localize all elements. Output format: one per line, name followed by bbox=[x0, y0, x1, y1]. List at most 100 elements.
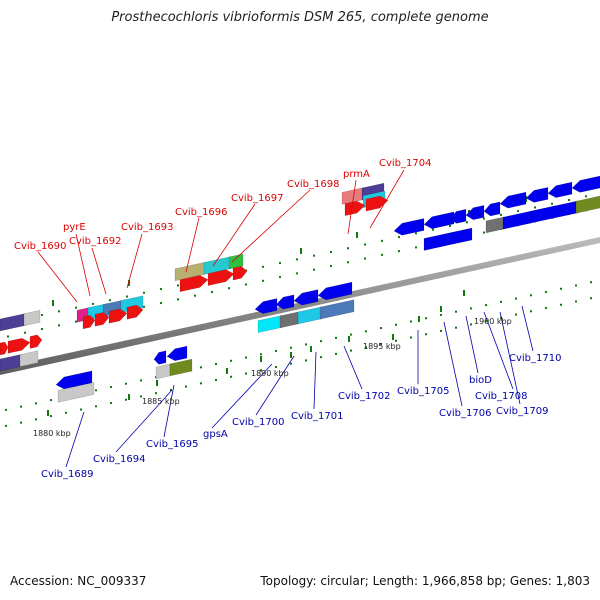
tick-mark bbox=[296, 258, 298, 261]
tick-mark bbox=[466, 221, 468, 224]
major-tick bbox=[128, 280, 130, 286]
tick-mark bbox=[170, 388, 172, 391]
gene-label-gpsA[interactable]: gpsA bbox=[203, 429, 228, 440]
gene-arrow bbox=[393, 218, 425, 236]
leader-line bbox=[255, 355, 295, 416]
tick-mark bbox=[381, 253, 383, 256]
tick-mark bbox=[143, 291, 145, 294]
major-tick bbox=[348, 336, 350, 342]
gene-arrow bbox=[207, 269, 235, 286]
leader-line bbox=[163, 384, 175, 438]
gene-label-cvib1694[interactable]: Cvib_1694 bbox=[93, 454, 145, 465]
major-tick bbox=[47, 410, 49, 416]
major-tick bbox=[310, 346, 312, 352]
leader-line bbox=[443, 321, 463, 407]
gene-label-cvib1704[interactable]: Cvib_1704 bbox=[379, 158, 431, 169]
tick-mark bbox=[245, 372, 247, 375]
gene-label-pyrE[interactable]: pyrE bbox=[63, 222, 86, 233]
gene-arrow bbox=[94, 312, 110, 327]
tick-mark bbox=[279, 262, 281, 265]
gene-arrow bbox=[108, 308, 128, 324]
tick-mark bbox=[95, 405, 97, 408]
tick-mark bbox=[560, 287, 562, 290]
tick-mark bbox=[35, 418, 37, 421]
gene-label-bioD[interactable]: bioD bbox=[469, 375, 492, 386]
tick-mark bbox=[215, 363, 217, 366]
tick-mark bbox=[143, 305, 145, 308]
tick-mark bbox=[410, 320, 412, 323]
tick-mark bbox=[364, 257, 366, 260]
tick-mark bbox=[350, 349, 352, 352]
gene-label-cvib1698[interactable]: Cvib_1698 bbox=[287, 179, 339, 190]
gene-label-cvib1705[interactable]: Cvib_1705 bbox=[397, 386, 449, 397]
gene-label-cvib1706[interactable]: Cvib_1706 bbox=[439, 408, 491, 419]
leader-line bbox=[483, 311, 514, 390]
leader-line bbox=[212, 203, 256, 267]
leader-line bbox=[369, 169, 405, 229]
tick-mark bbox=[24, 331, 26, 334]
tick-mark bbox=[58, 310, 60, 313]
tick-mark bbox=[290, 346, 292, 349]
tick-mark bbox=[262, 279, 264, 282]
gene-arrow bbox=[19, 350, 39, 367]
leader-line bbox=[521, 305, 534, 352]
tick-mark bbox=[50, 415, 52, 418]
gene-label-cvib1693[interactable]: Cvib_1693 bbox=[121, 222, 173, 233]
tick-mark bbox=[500, 300, 502, 303]
gene-label-cvib1697[interactable]: Cvib_1697 bbox=[231, 193, 283, 204]
major-tick bbox=[52, 300, 54, 306]
tick-mark bbox=[160, 288, 162, 291]
gene-label-cvib1708[interactable]: Cvib_1708 bbox=[475, 391, 527, 402]
tick-mark bbox=[398, 236, 400, 239]
gene-label-cvib1689[interactable]: Cvib_1689 bbox=[41, 469, 93, 480]
tick-mark bbox=[155, 392, 157, 395]
gene-label-cvib1695[interactable]: Cvib_1695 bbox=[146, 439, 198, 450]
gene-label-cvib1709[interactable]: Cvib_1709 bbox=[496, 406, 548, 417]
tick-mark bbox=[296, 272, 298, 275]
gene-label-cvib1692[interactable]: Cvib_1692 bbox=[69, 236, 121, 247]
tick-mark bbox=[335, 336, 337, 339]
major-tick bbox=[226, 368, 228, 374]
leader-line bbox=[91, 247, 107, 295]
leader-line bbox=[343, 345, 363, 390]
tick-mark bbox=[230, 375, 232, 378]
gene-arrow bbox=[179, 275, 209, 293]
tick-mark bbox=[125, 382, 127, 385]
label-leader-lines bbox=[37, 169, 534, 468]
major-tick bbox=[440, 306, 442, 312]
gene-arrow bbox=[547, 181, 573, 198]
tick-mark bbox=[335, 352, 337, 355]
gene-label-cvib1696[interactable]: Cvib_1696 bbox=[175, 207, 227, 218]
tick-mark bbox=[126, 295, 128, 298]
gene-arrow bbox=[23, 309, 41, 327]
tick-mark bbox=[485, 320, 487, 323]
kbp-label-1885: 1885 kbp bbox=[142, 397, 180, 406]
gene-label-cvib1702[interactable]: Cvib_1702 bbox=[338, 391, 390, 402]
tick-mark bbox=[228, 287, 230, 290]
gene-label-cvib1710[interactable]: Cvib_1710 bbox=[509, 353, 561, 364]
major-tick bbox=[356, 232, 358, 238]
tick-mark bbox=[364, 243, 366, 246]
tick-mark bbox=[109, 299, 111, 302]
tick-mark bbox=[125, 398, 127, 401]
tick-mark bbox=[7, 335, 9, 338]
gene-label-cvib1700[interactable]: Cvib_1700 bbox=[232, 417, 284, 428]
gene-arrow bbox=[82, 315, 96, 330]
major-tick bbox=[128, 394, 130, 400]
gene-label-cvib1701[interactable]: Cvib_1701 bbox=[291, 411, 343, 422]
gene-arrow bbox=[551, 200, 579, 219]
tick-mark bbox=[560, 303, 562, 306]
gene-arrow bbox=[228, 253, 244, 270]
leader-line bbox=[115, 389, 173, 453]
gene-arrow bbox=[499, 191, 527, 209]
tick-mark bbox=[530, 310, 532, 313]
tick-mark bbox=[320, 340, 322, 343]
gene-label-cvib1690[interactable]: Cvib_1690 bbox=[14, 241, 66, 252]
major-tick bbox=[260, 356, 262, 362]
tick-mark bbox=[275, 365, 277, 368]
gene-label-prmA[interactable]: prmA bbox=[343, 169, 370, 180]
gene-arrow bbox=[153, 350, 167, 365]
gene-arrow bbox=[319, 299, 355, 320]
gene-arrow bbox=[279, 311, 299, 329]
